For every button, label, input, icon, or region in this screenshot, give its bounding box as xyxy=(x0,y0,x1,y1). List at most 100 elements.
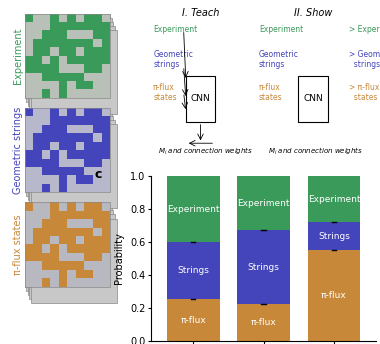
Text: I. Teach: I. Teach xyxy=(182,8,219,18)
Bar xyxy=(101,261,110,270)
Bar xyxy=(76,211,84,219)
Bar xyxy=(84,184,93,192)
Bar xyxy=(84,56,93,64)
Bar xyxy=(33,73,42,81)
Bar xyxy=(42,22,50,30)
Bar xyxy=(76,261,84,270)
Bar xyxy=(50,278,59,287)
Bar xyxy=(93,13,101,22)
Bar xyxy=(24,175,33,184)
Bar xyxy=(59,228,67,236)
Bar xyxy=(59,73,67,81)
Bar xyxy=(93,245,101,253)
Bar xyxy=(59,89,67,98)
Bar xyxy=(24,211,33,219)
Bar xyxy=(101,245,110,253)
Bar xyxy=(93,89,101,98)
Bar xyxy=(93,116,101,125)
Bar xyxy=(101,73,110,81)
Bar xyxy=(76,219,84,228)
Bar xyxy=(59,13,67,22)
Bar xyxy=(24,13,110,98)
Bar xyxy=(84,211,93,219)
Bar xyxy=(59,184,67,192)
Bar xyxy=(67,81,76,89)
Bar xyxy=(84,39,93,47)
Bar xyxy=(76,245,84,253)
Text: Geometric strings: Geometric strings xyxy=(13,106,22,194)
Bar xyxy=(93,47,101,56)
Bar xyxy=(67,261,76,270)
Bar xyxy=(28,116,113,200)
Bar xyxy=(33,142,42,150)
Text: π-flux
states: π-flux states xyxy=(259,83,283,102)
Bar xyxy=(93,30,101,39)
Bar xyxy=(42,39,50,47)
Bar xyxy=(24,270,33,278)
Bar xyxy=(101,184,110,192)
Bar xyxy=(59,150,67,159)
Bar xyxy=(59,167,67,175)
Bar xyxy=(24,64,33,73)
Bar xyxy=(76,81,84,89)
Text: Experiment: Experiment xyxy=(13,28,22,84)
Bar xyxy=(67,184,76,192)
Bar xyxy=(33,125,42,133)
Bar xyxy=(84,81,93,89)
Bar xyxy=(59,236,67,245)
Bar xyxy=(26,206,112,291)
Bar xyxy=(93,150,101,159)
Bar xyxy=(101,125,110,133)
Bar xyxy=(76,253,84,261)
Y-axis label: Probability: Probability xyxy=(114,233,125,284)
Text: π-flux
states: π-flux states xyxy=(153,83,177,102)
Bar xyxy=(59,125,67,133)
Bar xyxy=(31,30,117,114)
Bar xyxy=(84,47,93,56)
Bar xyxy=(67,125,76,133)
Bar xyxy=(101,150,110,159)
Bar xyxy=(67,56,76,64)
Text: Experiment: Experiment xyxy=(153,25,198,34)
Bar xyxy=(67,133,76,142)
Bar xyxy=(42,73,50,81)
Bar xyxy=(84,22,93,30)
Bar xyxy=(24,73,33,81)
Bar xyxy=(84,159,93,167)
Bar xyxy=(59,245,67,253)
Bar xyxy=(59,261,67,270)
Bar xyxy=(84,116,93,125)
Bar xyxy=(101,253,110,261)
Bar xyxy=(93,133,101,142)
Bar xyxy=(59,56,67,64)
Bar xyxy=(76,159,84,167)
Bar xyxy=(33,245,42,253)
Bar xyxy=(50,245,59,253)
Bar xyxy=(33,278,42,287)
Bar xyxy=(84,236,93,245)
Bar xyxy=(67,202,76,211)
Bar xyxy=(76,73,84,81)
Bar xyxy=(84,142,93,150)
Bar xyxy=(101,64,110,73)
Bar xyxy=(101,167,110,175)
Bar xyxy=(76,56,84,64)
Bar xyxy=(76,22,84,30)
Bar xyxy=(50,236,59,245)
Bar xyxy=(50,89,59,98)
Bar xyxy=(33,47,42,56)
Bar xyxy=(101,89,110,98)
Bar xyxy=(33,133,42,142)
Bar xyxy=(24,278,33,287)
Bar xyxy=(101,236,110,245)
Bar xyxy=(76,64,84,73)
Bar xyxy=(24,56,33,64)
Bar xyxy=(67,228,76,236)
Bar xyxy=(24,253,33,261)
Bar xyxy=(24,142,33,150)
Bar xyxy=(84,175,93,184)
Bar xyxy=(24,245,33,253)
Bar xyxy=(33,64,42,73)
Bar xyxy=(59,64,67,73)
Bar xyxy=(307,250,360,341)
